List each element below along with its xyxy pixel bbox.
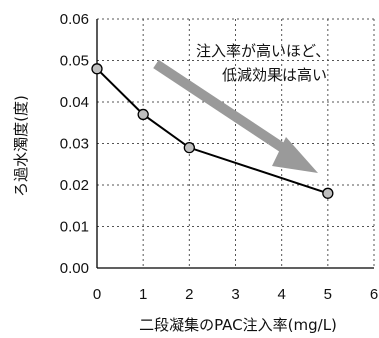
annotation-line-2: 低減効果は高い <box>222 66 327 84</box>
data-point <box>183 141 195 154</box>
y-tick-label: 0.00 <box>60 260 89 277</box>
series <box>91 63 334 199</box>
x-tick-label: 2 <box>185 286 193 303</box>
x-axis-label: 二段凝集のPAC注入率(mg/L) <box>139 316 337 334</box>
annotation-line-1: 注入率が高いほど、 <box>196 42 330 60</box>
y-tick-label: 0.06 <box>60 11 89 28</box>
trend-arrow <box>153 59 318 173</box>
y-tick-label: 0.05 <box>60 53 89 70</box>
axes <box>96 19 374 269</box>
y-tick-label: 0.01 <box>60 219 89 236</box>
x-tick-label: 1 <box>139 286 147 303</box>
x-tick-label: 4 <box>277 286 285 303</box>
y-axis-label: ろ過水濁度(度) <box>12 95 30 197</box>
trend-arrow-shaft <box>153 59 298 161</box>
x-tick-label: 6 <box>370 286 378 303</box>
trend-arrow-head <box>272 137 318 173</box>
grid <box>97 18 375 268</box>
series-line <box>96 68 329 195</box>
y-tick-label: 0.03 <box>60 136 89 153</box>
x-tick-label: 0 <box>93 286 101 303</box>
data-point <box>137 108 149 121</box>
y-tick-label: 0.02 <box>60 177 89 194</box>
data-point <box>91 63 103 75</box>
x-tick-label: 3 <box>231 286 239 303</box>
y-tick-label: 0.04 <box>60 94 89 111</box>
x-tick-label: 5 <box>324 286 332 303</box>
tick-labels: 0.00 0.01 0.02 0.03 0.04 0.05 0.06 0 1 2 3 4 5 6 <box>60 11 378 303</box>
data-point <box>322 187 334 199</box>
